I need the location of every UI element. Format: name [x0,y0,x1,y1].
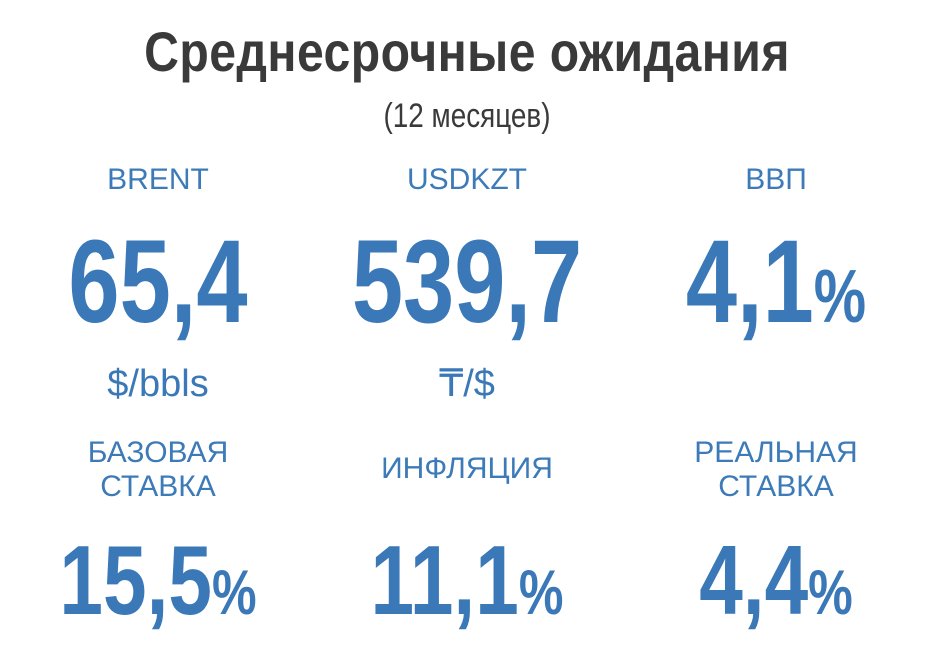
kpi-label-line: ИНФЛЯЦИЯ [381,452,553,485]
kpi-label: ВВП [745,163,807,196]
kpi-value-suffix: % [813,255,867,339]
page-subtitle: (12 месяцев) [383,97,551,135]
kpi-value: 4,1% [659,222,893,357]
kpi-value: 15,5% [38,530,278,643]
kpi-value-suffix: % [211,558,257,628]
kpi-value-number: 15,5 [59,525,212,635]
kpi-value-number: 4,4 [699,525,809,635]
kpi-unit: ₸/$ [439,363,495,405]
kpi-label: BRENT [107,163,209,196]
kpi-label-line: РЕАЛЬНАЯ [694,436,858,469]
kpi-value: 65,4 [41,222,275,357]
page-title: Среднесрочные ожидания [144,20,790,83]
kpi-value-suffix: % [518,558,564,628]
kpi-value: 4,4% [656,530,896,643]
kpi-label: БАЗОВАЯ СТАВКА [8,436,308,504]
kpi-label: ИНФЛЯЦИЯ [317,452,617,486]
kpi-label-line: БАЗОВАЯ [87,436,229,469]
kpi-value-suffix: % [808,558,853,628]
kpi-label: РЕАЛЬНАЯ СТАВКА [626,436,926,504]
kpi-value-number: 65,4 [68,216,248,348]
kpi-label: USDKZT [407,163,527,196]
kpi-value-number: 4,1 [685,216,814,348]
kpi-label-line: СТАВКА [100,470,216,503]
kpi-label-line: СТАВКА [718,470,834,503]
kpi-value: 539,7 [350,222,584,357]
kpi-value-number: 11,1 [370,525,519,635]
kpi-value: 11,1% [347,530,587,643]
kpi-unit: $/bbls [107,363,209,405]
kpi-value-number: 539,7 [351,216,583,348]
